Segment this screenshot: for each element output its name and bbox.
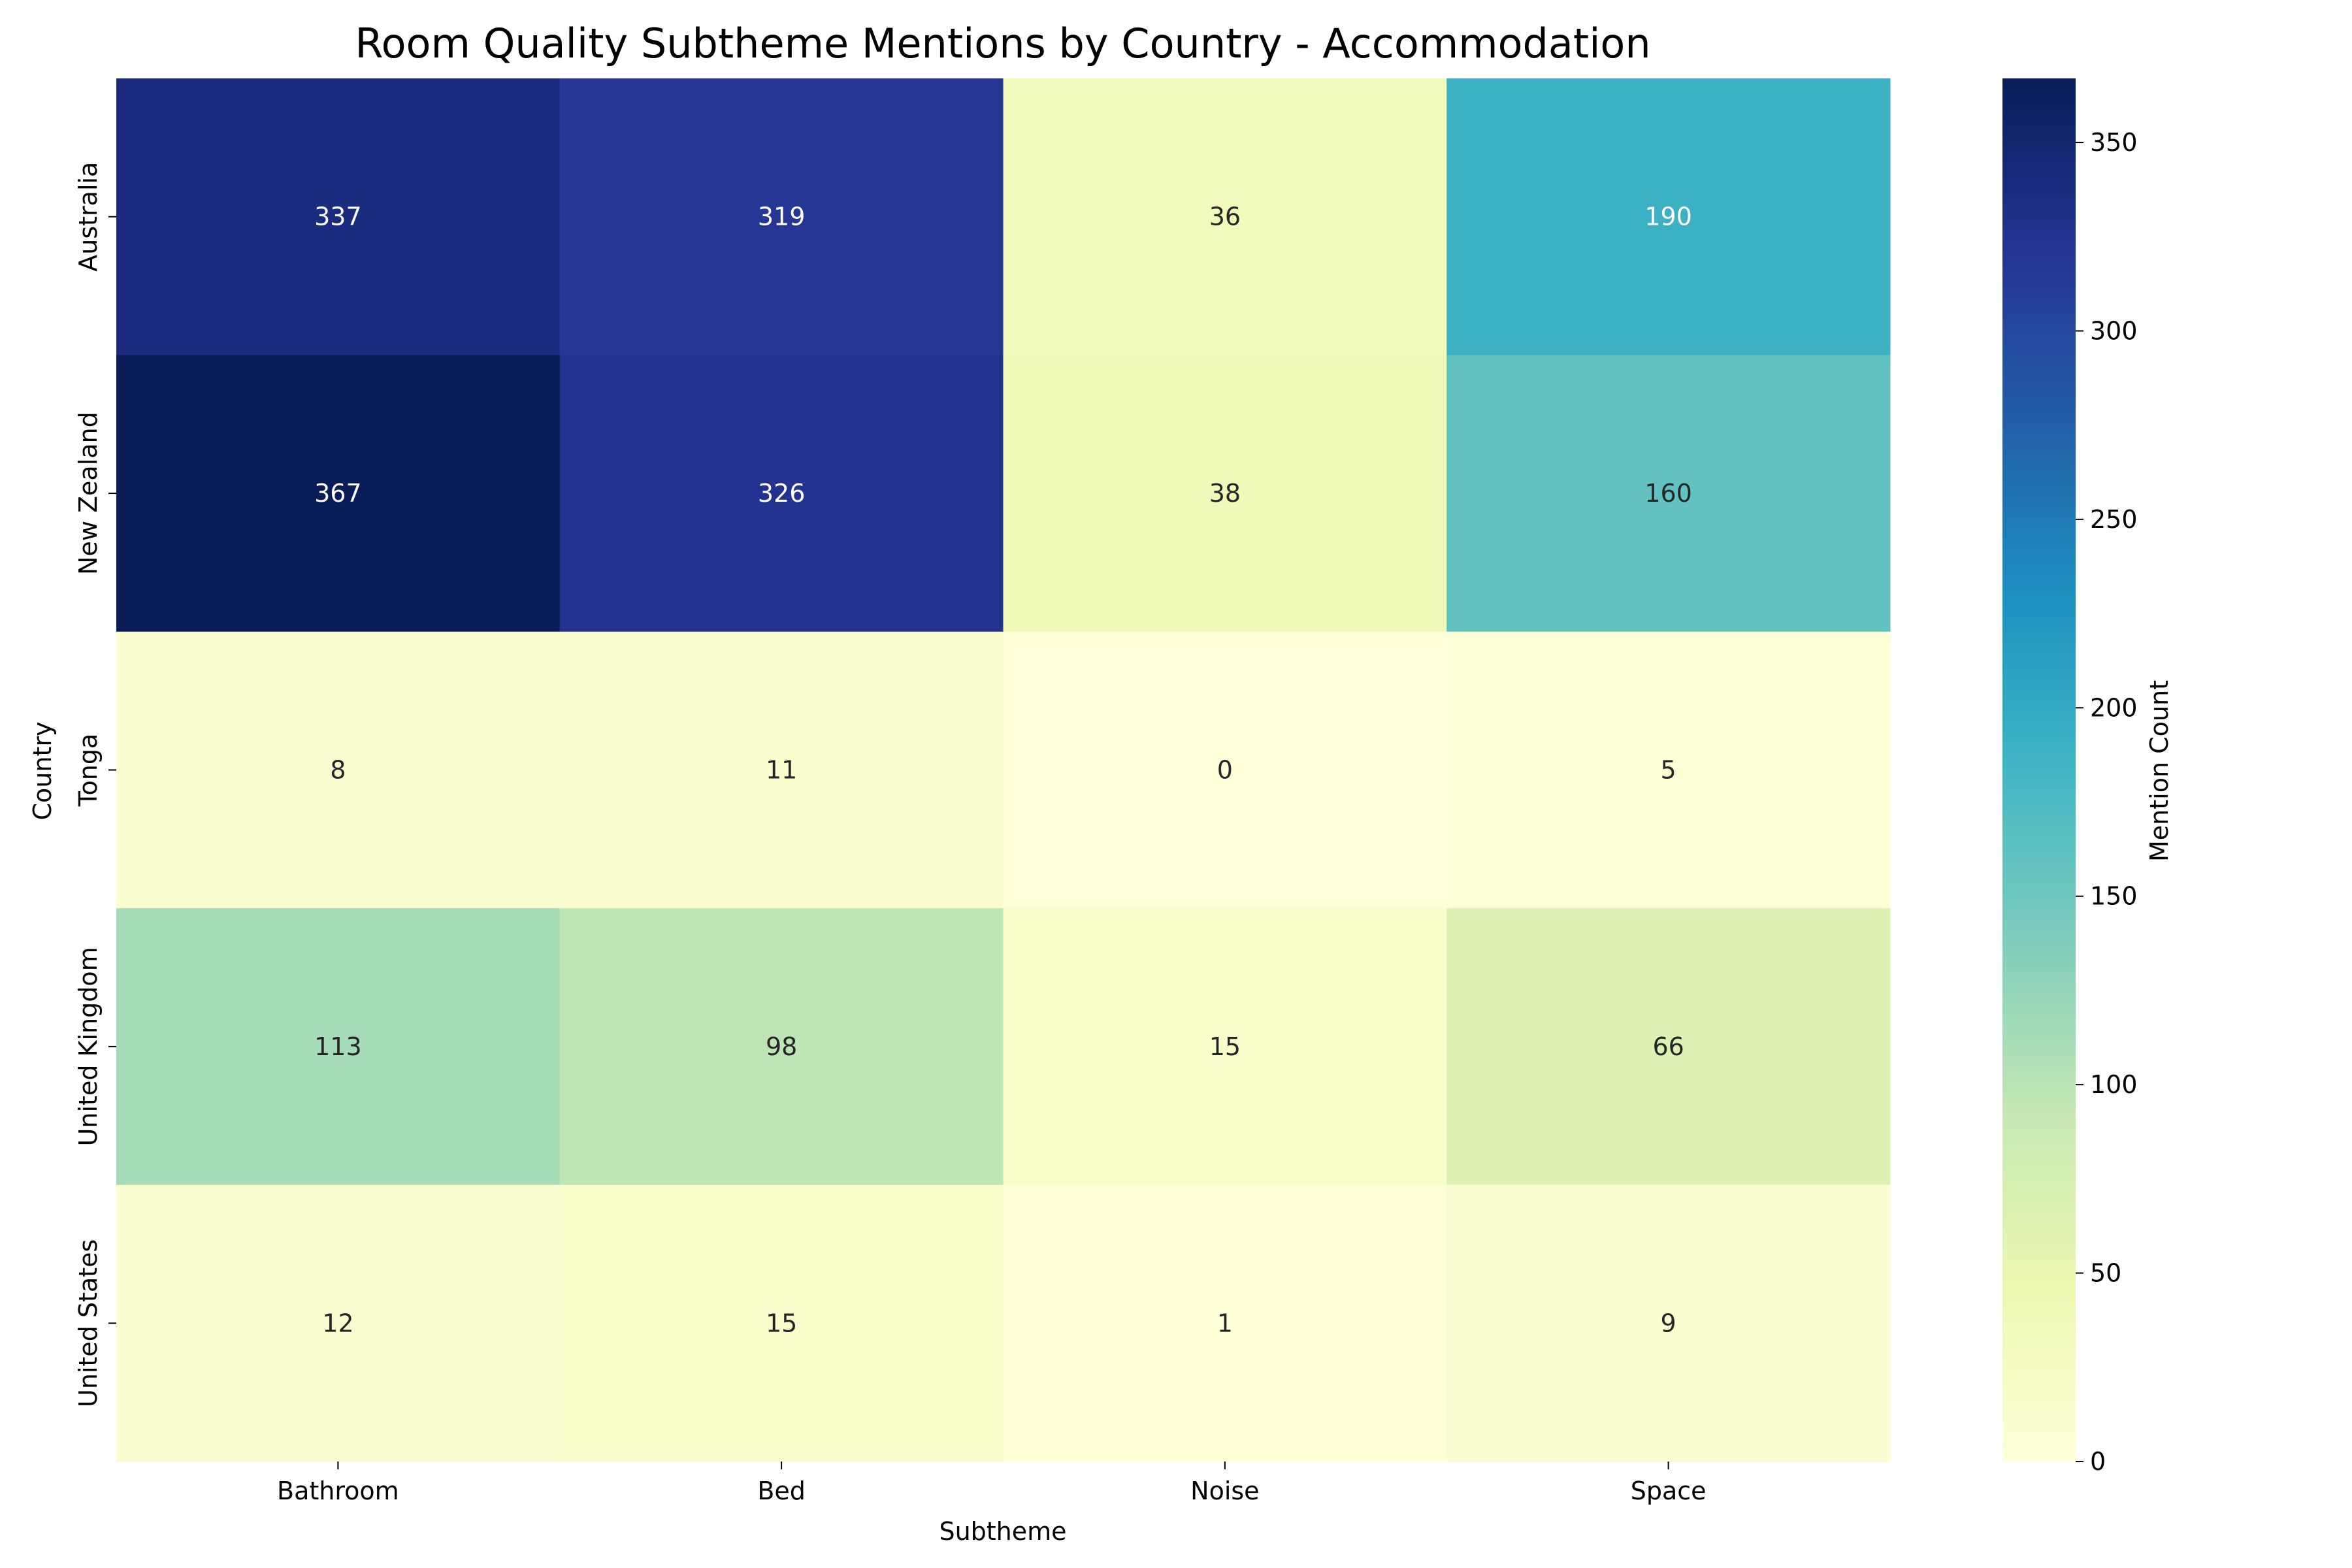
colorbar-tick-label: 100	[2090, 1070, 2138, 1099]
heatmap-cell	[1003, 908, 1447, 1186]
heatmap-cell	[559, 631, 1004, 909]
heatmap-cell	[116, 1184, 561, 1462]
x-tick-label: Bed	[757, 1477, 806, 1505]
colorbar: 0 50 100 150 200 250 300 350	[2002, 78, 2138, 1476]
heatmap-cell	[1003, 78, 1447, 355]
heatmap-cell	[116, 78, 561, 355]
cell-value-label: 190	[1644, 203, 1692, 231]
y-axis-ticks: Australia New Zealand Tonga United Kingdom U…	[74, 162, 116, 1407]
cell-value-label: 367	[314, 479, 362, 508]
heatmap-cell	[1003, 1184, 1447, 1462]
cell-value-label: 5	[1661, 756, 1676, 785]
y-tick-label: United States	[74, 1239, 103, 1407]
colorbar-tick-label: 350	[2090, 128, 2138, 157]
colorbar-tick-label: 250	[2090, 505, 2138, 534]
y-tick-label: Tonga	[74, 734, 103, 808]
x-axis-ticks: Bathroom Bed Noise Space	[277, 1462, 1707, 1505]
heatmap-cell	[559, 355, 1004, 632]
cell-value-label: 113	[314, 1032, 362, 1061]
y-axis-label: Country	[28, 722, 57, 821]
cell-value-label: 11	[766, 756, 797, 785]
heatmap-cell	[116, 908, 561, 1186]
cell-value-label: 160	[1644, 479, 1692, 508]
colorbar-tick-label: 150	[2090, 882, 2138, 911]
colorbar-tick-label: 300	[2090, 316, 2138, 345]
cell-value-label: 38	[1209, 479, 1241, 508]
x-tick-label: Bathroom	[277, 1477, 399, 1505]
y-tick-label: Australia	[74, 162, 103, 272]
cell-value-label: 319	[758, 203, 806, 231]
cell-value-label: 66	[1652, 1032, 1684, 1061]
heatmap-cell	[559, 908, 1004, 1186]
chart-title: Room Quality Subtheme Mentions by Countr…	[355, 20, 1650, 67]
x-tick-label: Noise	[1190, 1477, 1259, 1505]
cell-value-label: 36	[1209, 203, 1241, 231]
x-axis-label: Subtheme	[939, 1517, 1066, 1546]
heatmap-cell	[116, 631, 561, 909]
cell-value-label: 1	[1217, 1309, 1233, 1337]
heatmap-cell	[559, 78, 1004, 355]
cell-value-label: 8	[330, 756, 346, 785]
x-tick-label: Space	[1631, 1477, 1707, 1505]
cell-value-label: 98	[766, 1032, 797, 1061]
heatmap-cell	[1446, 355, 1891, 632]
cell-value-label: 15	[766, 1309, 797, 1337]
y-tick-label: United Kingdom	[74, 947, 103, 1146]
cell-value-label: 326	[758, 479, 806, 508]
y-tick-label: New Zealand	[74, 412, 103, 575]
heatmap-cell	[1003, 355, 1447, 632]
cell-value-label: 15	[1209, 1032, 1241, 1061]
colorbar-gradient	[2002, 78, 2076, 1462]
heatmap-cell	[1446, 631, 1891, 909]
cell-value-label: 337	[314, 203, 362, 231]
cell-value-label: 9	[1661, 1309, 1676, 1337]
colorbar-tick-label: 50	[2090, 1259, 2121, 1288]
cell-value-label: 0	[1217, 756, 1233, 785]
colorbar-label: Mention Count	[2145, 680, 2174, 862]
heatmap-cell	[116, 355, 561, 632]
heatmap-cell	[1446, 908, 1891, 1186]
heatmap-cells: 337 319 36 190 367 326 38 160 8 11 0 5 113 98 15 66 12 15…	[116, 78, 1891, 1462]
colorbar-tick-label: 0	[2090, 1447, 2106, 1476]
heatmap-cell	[559, 1184, 1004, 1462]
heatmap-cell	[1446, 1184, 1891, 1462]
heatmap-cell	[1003, 631, 1447, 909]
colorbar-tick-label: 200	[2090, 693, 2138, 722]
cell-value-label: 12	[322, 1309, 353, 1337]
heatmap-cell	[1446, 78, 1891, 355]
